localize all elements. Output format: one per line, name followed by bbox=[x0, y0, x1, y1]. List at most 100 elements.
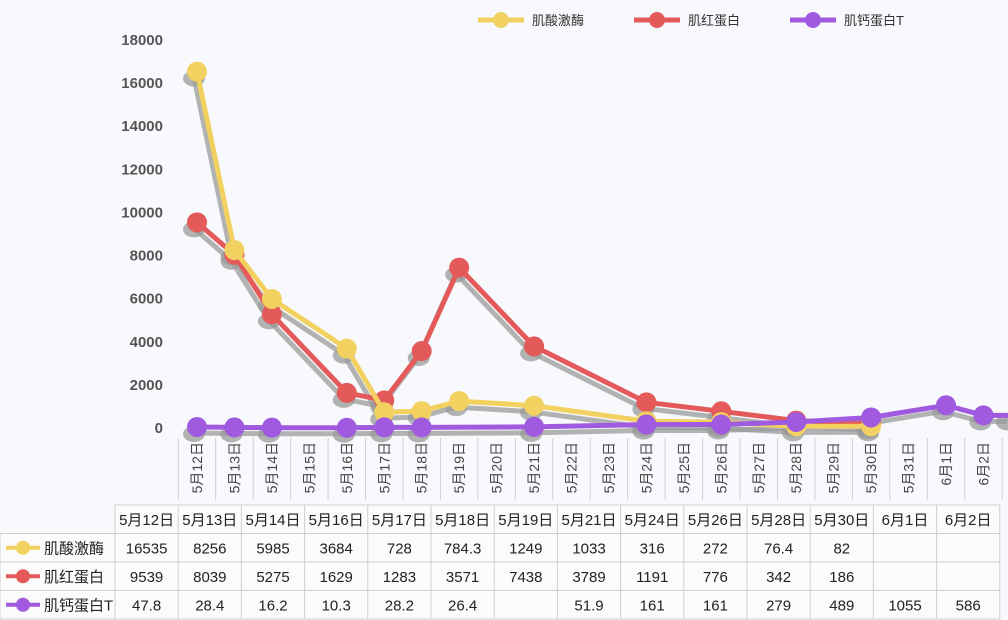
table-header-cell: 5月12日 bbox=[119, 512, 174, 529]
x-tick-label: 5月30日 bbox=[863, 442, 879, 493]
y-tick-label: 0 bbox=[155, 420, 163, 437]
x-tick-label: 5月29日 bbox=[826, 442, 842, 493]
x-tick-label: 5月16日 bbox=[339, 442, 355, 493]
x-tick-label: 5月21日 bbox=[526, 442, 542, 493]
data-point bbox=[411, 341, 432, 362]
data-point bbox=[973, 405, 994, 426]
series-line bbox=[196, 402, 1008, 431]
legend-label: 肌酸激酶 bbox=[532, 13, 584, 28]
y-tick-label: 8000 bbox=[130, 248, 163, 265]
table-cell: 1055 bbox=[888, 598, 921, 615]
data-point bbox=[786, 411, 807, 432]
table-row-label: 肌酸激酶 bbox=[44, 541, 104, 558]
table-header-cell: 5月30日 bbox=[814, 512, 869, 529]
table-cell: 7438 bbox=[509, 569, 542, 586]
table-header-cell: 6月1日 bbox=[882, 512, 929, 529]
table-cell: 728 bbox=[387, 541, 412, 558]
data-point bbox=[524, 416, 545, 437]
table-legend-dot bbox=[16, 540, 30, 555]
legend: 肌酸激酶 肌红蛋白 肌钙蛋白T bbox=[478, 12, 904, 28]
table-cell: 776 bbox=[703, 569, 728, 586]
y-tick-label: 18000 bbox=[121, 32, 163, 49]
table-cell: 9539 bbox=[130, 569, 163, 586]
data-table: 5月12日 5月13日 5月14日 5月16日 5月17日 5月18日 5月19日 5月21日… bbox=[0, 504, 1001, 620]
x-tick-label: 5月28日 bbox=[788, 442, 804, 493]
legend-swatch-dot bbox=[493, 12, 509, 28]
y-tick-label: 4000 bbox=[130, 334, 163, 351]
table-cell: 51.9 bbox=[574, 598, 603, 615]
table-header-cell: 5月16日 bbox=[309, 512, 364, 529]
x-tick-label: 6月1日 bbox=[938, 442, 954, 486]
data-point bbox=[636, 414, 657, 435]
table-legend-dot bbox=[16, 597, 30, 612]
data-point bbox=[636, 392, 657, 413]
x-tick-label: 5月26日 bbox=[713, 442, 729, 493]
table-cell: 3684 bbox=[320, 541, 353, 558]
table-cell: 16535 bbox=[126, 541, 168, 558]
x-tick-label: 5月23日 bbox=[601, 442, 617, 493]
x-tick-label: 6月2日 bbox=[975, 442, 991, 486]
y-tick-label: 16000 bbox=[121, 75, 163, 92]
series-shadow-line bbox=[193, 408, 1007, 437]
table-cell: 82 bbox=[833, 541, 850, 558]
table-header-cell: 5月26日 bbox=[688, 512, 743, 529]
data-point bbox=[711, 414, 732, 435]
table-cell: 586 bbox=[956, 598, 981, 615]
table-cell: 3789 bbox=[572, 569, 605, 586]
table-header-cell: 5月13日 bbox=[182, 512, 237, 529]
x-tick-label: 5月27日 bbox=[751, 442, 767, 493]
data-point bbox=[524, 336, 545, 357]
table-header-cell: 6月2日 bbox=[945, 512, 992, 529]
series-layer bbox=[187, 61, 1008, 438]
table-header-cell: 5月14日 bbox=[245, 512, 300, 529]
data-point bbox=[336, 417, 357, 438]
table-cell: 28.4 bbox=[195, 598, 224, 615]
table-row-label: 肌钙蛋白T bbox=[44, 598, 113, 615]
table-cell: 272 bbox=[703, 541, 728, 558]
data-point bbox=[261, 304, 282, 325]
x-tick-label: 5月19日 bbox=[451, 442, 467, 493]
data-point bbox=[224, 240, 245, 261]
table-cell: 10.3 bbox=[322, 598, 351, 615]
table-header-cell: 5月18日 bbox=[435, 512, 490, 529]
data-point bbox=[187, 416, 207, 437]
y-tick-label: 14000 bbox=[121, 118, 163, 135]
x-tick-label: 5月18日 bbox=[414, 442, 430, 493]
data-point bbox=[449, 391, 470, 412]
series-shadow-layer bbox=[183, 70, 1008, 443]
x-tick-label: 5月22日 bbox=[564, 442, 580, 493]
table-cell: 161 bbox=[640, 598, 665, 615]
x-tick-label: 5月31日 bbox=[901, 442, 917, 493]
table-cell: 316 bbox=[640, 541, 665, 558]
x-tick-label: 5月12日 bbox=[189, 442, 205, 493]
table-cell: 1629 bbox=[320, 569, 353, 586]
data-point bbox=[524, 395, 545, 416]
data-point bbox=[374, 417, 395, 438]
table-cell: 1249 bbox=[509, 541, 542, 558]
legend-swatch-dot bbox=[649, 12, 665, 28]
table-cell: 5985 bbox=[256, 541, 289, 558]
legend-swatch-dot bbox=[805, 12, 821, 28]
data-point bbox=[861, 407, 882, 428]
table-header-cell: 5月21日 bbox=[561, 512, 616, 529]
y-axis: 0 2000 4000 6000 8000 10000 12000 14000 16000 180… bbox=[121, 32, 163, 437]
table-cell: 1283 bbox=[383, 569, 416, 586]
table-row-label: 肌红蛋白 bbox=[44, 569, 104, 586]
x-axis: 5月12日 5月13日 5月14日 5月15日 5月16日 5月17日 5月18日 5月19日… bbox=[177, 438, 1003, 500]
legend-label: 肌钙蛋白T bbox=[844, 13, 904, 28]
data-point bbox=[449, 257, 470, 278]
table-header-cell: 5月19日 bbox=[498, 512, 553, 529]
x-tick-label: 5月17日 bbox=[376, 442, 392, 493]
table-cell: 5275 bbox=[256, 569, 289, 586]
y-tick-label: 10000 bbox=[121, 204, 163, 221]
x-tick-label: 5月25日 bbox=[676, 442, 692, 493]
data-point bbox=[261, 417, 282, 438]
table-cell: 279 bbox=[766, 598, 791, 615]
table-header-cell: 5月28日 bbox=[751, 512, 806, 529]
table-header-cell: 5月24日 bbox=[625, 512, 680, 529]
table-cell: 47.8 bbox=[132, 598, 161, 615]
legend-label: 肌红蛋白 bbox=[688, 13, 740, 28]
y-tick-label: 6000 bbox=[130, 291, 163, 308]
